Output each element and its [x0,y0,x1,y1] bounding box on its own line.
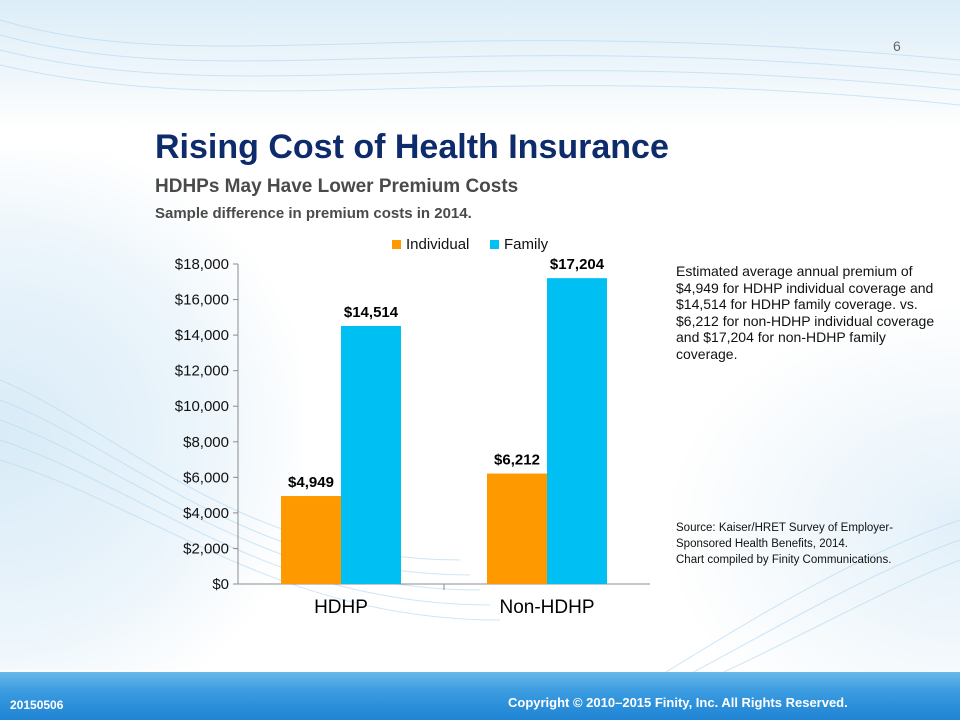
y-tick-label: $6,000 [183,469,229,486]
source-line-3: Chart compiled by Finity Communications. [676,554,892,566]
premium-note: Estimated average annual premium of $4,9… [676,263,935,362]
source-citation: Source: Kaiser/HRET Survey of Employer- … [676,520,951,568]
background-right [660,300,960,680]
y-tick-label: $2,000 [183,540,229,557]
y-tick-label: $0 [212,576,229,593]
y-tick-label: $14,000 [175,327,229,344]
footer-code: 20150506 [10,698,64,712]
x-tick-label: HDHP [314,597,368,618]
footer-bar: 20150506 Copyright © 2010–2015 Finity, I… [0,672,960,720]
background-top [0,0,960,130]
background-left [0,150,300,670]
legend-swatch-individual [392,240,401,249]
slide-title: Rising Cost of Health Insurance [155,128,669,166]
data-label: $4,949 [288,474,334,491]
source-line-2: Sponsored Health Benefits, 2014. [676,538,848,550]
footer-copyright: Copyright © 2010–2015 Finity, Inc. All R… [508,695,848,710]
y-tick-label: $18,000 [175,256,229,273]
y-tick-label: $12,000 [175,363,229,380]
y-tick-label: $4,000 [183,505,229,522]
data-label: $17,204 [550,256,605,273]
legend-label: Family [504,236,549,253]
bar-family-non-hdhp [547,278,607,584]
y-tick-label: $16,000 [175,292,229,309]
data-label: $6,212 [494,452,540,469]
y-tick-label: $10,000 [175,398,229,415]
bar-family-hdhp [341,325,401,584]
bar-individual-hdhp [281,496,341,584]
bar-individual-non-hdhp [487,473,547,584]
page-number: 6 [893,38,901,54]
chart-caption: Sample difference in premium costs in 20… [155,205,472,222]
source-line-1: Source: Kaiser/HRET Survey of Employer- [676,522,894,534]
x-tick-label: Non-HDHP [499,597,594,618]
legend-swatch-family [490,240,499,249]
y-tick-label: $8,000 [183,434,229,451]
data-label: $14,514 [344,304,399,321]
legend-label: Individual [406,236,469,253]
premium-bar-chart: $0 $2,000 $4,000 $6,000 $8,000 $10,000 $12,000… [175,236,650,618]
slide-subtitle: HDHPs May Have Lower Premium Costs [155,176,519,197]
